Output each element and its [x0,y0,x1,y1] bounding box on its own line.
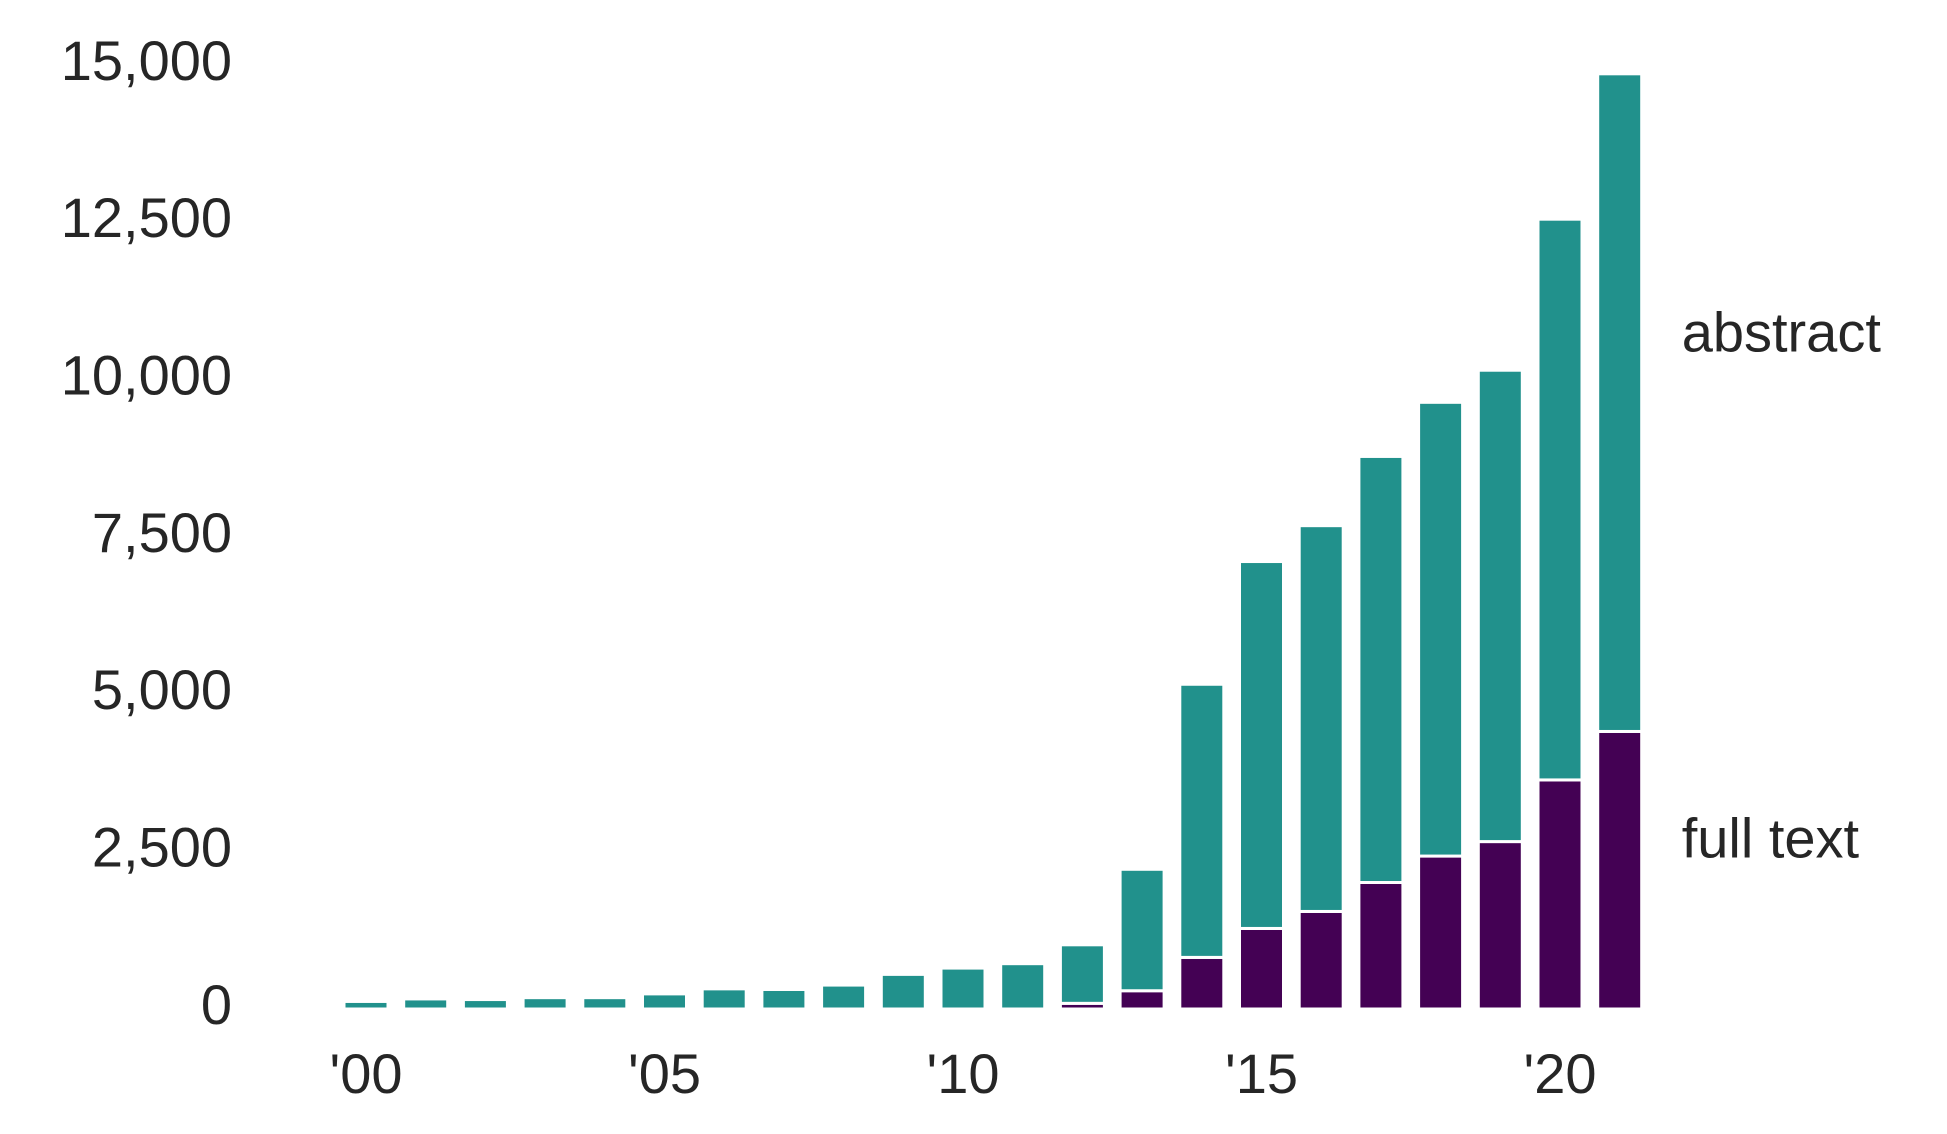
bar-full-text [1357,881,1405,1011]
bar-abstract [700,987,748,1011]
bar-abstract [1238,560,1285,930]
bar-full-text [1178,955,1226,1011]
bar-abstract [1417,400,1465,858]
bar-abstract [999,962,1047,1011]
x-axis: '00 '05 '10 '15 '20 [330,1042,1597,1105]
y-tick-label: 12,500 [61,186,232,249]
bar-abstract [342,999,390,1011]
bar-abstract [1297,524,1345,913]
bar-full-text [1238,926,1285,1011]
bar-abstract [581,996,629,1011]
bar-abstract [1178,682,1226,959]
bar-abstract [1536,217,1584,782]
bar-abstract [1058,943,1106,1005]
bar-abstract [402,997,450,1011]
y-axis: 0 2,500 5,000 7,500 10,000 12,500 15,000 [61,29,232,1036]
y-tick-label: 0 [201,973,232,1036]
bar-abstract [1596,72,1644,733]
bar-full-text [1536,778,1584,1011]
bar-abstract [641,992,688,1011]
bar-abstract [461,998,509,1011]
bar-abstract [1118,867,1166,993]
bar-abstract [760,987,808,1011]
bar-full-text [1417,854,1465,1011]
x-tick-label: '15 [1225,1042,1298,1105]
y-tick-label: 5,000 [92,658,232,721]
bar-abstract [939,966,987,1011]
y-tick-label: 10,000 [61,343,232,406]
y-tick-label: 2,500 [92,815,232,878]
bar-full-text [1476,840,1524,1011]
bar-full-text [1118,989,1166,1011]
bar-abstract [1476,368,1524,844]
x-tick-label: '05 [628,1042,701,1105]
series-labels: full text abstract [1682,301,1882,870]
bars [342,72,1644,1011]
bar-abstract [820,983,868,1011]
bar-full-text [1297,909,1345,1011]
x-tick-label: '10 [927,1042,1000,1105]
y-tick-label: 15,000 [61,29,232,92]
bar-abstract [521,996,569,1011]
bar-abstract [1357,454,1405,885]
series-label-abstract: abstract [1682,301,1882,364]
series-label-full-text: full text [1682,806,1860,869]
x-tick-label: '20 [1524,1042,1597,1105]
bar-abstract [879,972,927,1011]
x-tick-label: '00 [330,1042,403,1105]
y-tick-label: 7,500 [92,501,232,564]
bar-full-text [1596,729,1644,1011]
